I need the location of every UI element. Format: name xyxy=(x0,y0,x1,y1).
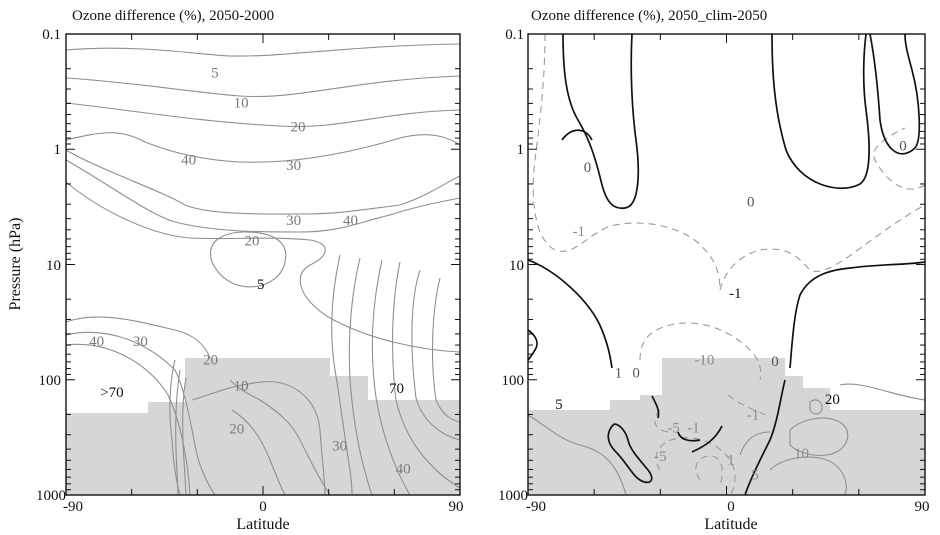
contour-label: 5 xyxy=(751,468,759,484)
tropopause-shading xyxy=(66,358,460,495)
right-ytick-1: 1 xyxy=(517,142,525,158)
contour-label: 40 xyxy=(89,334,104,350)
left-ytick-3: 100 xyxy=(39,373,62,389)
left-ytick-1: 1 xyxy=(54,142,62,158)
contour-label: 10 xyxy=(234,379,249,395)
left-ytick-4: 1000 xyxy=(36,488,66,504)
left-panel: Ozone difference (%), 2050-2000 xyxy=(7,8,464,533)
contour-label: -10 xyxy=(694,352,714,368)
right-panel-title: Ozone difference (%), 2050_clim-2050 xyxy=(531,8,767,24)
contour-label: -5 xyxy=(654,449,667,465)
contour-label: 40 xyxy=(343,213,358,229)
contour-label: 30 xyxy=(133,334,148,350)
left-ytick-0: 0.1 xyxy=(42,27,61,43)
contour-label: -5 xyxy=(667,421,680,437)
contour-label: 40 xyxy=(181,152,196,168)
right-ytick-4: 1000 xyxy=(498,488,528,504)
contour-label: 20 xyxy=(291,120,306,136)
contour-label: 0 xyxy=(747,195,755,211)
contour-label: 20 xyxy=(245,233,260,249)
contour-label: 5 xyxy=(257,277,265,293)
right-xtick-2: 90 xyxy=(915,499,930,515)
right-xtick-0: -90 xyxy=(526,499,546,515)
contour-label: 20 xyxy=(825,392,840,408)
contour-label: 70 xyxy=(389,381,404,397)
contour-label: 40 xyxy=(396,461,411,477)
left-xtick-0: -90 xyxy=(63,499,83,515)
right-ytick-3: 100 xyxy=(502,373,525,389)
contour-label: 30 xyxy=(286,158,301,174)
contour-label: 30 xyxy=(332,439,347,455)
left-contour-lines xyxy=(65,43,461,496)
contour-label: 1 xyxy=(615,365,623,381)
right-xaxis-label: Latitude xyxy=(704,516,757,533)
left-axis-ticks xyxy=(65,33,461,495)
left-ytick-2: 10 xyxy=(46,258,61,274)
contour-label: 0 xyxy=(771,354,779,370)
contour-label: -1 xyxy=(687,421,700,437)
contour-label: 0 xyxy=(899,139,907,155)
right-xtick-1: 0 xyxy=(727,499,735,515)
left-xtick-2: 90 xyxy=(449,499,464,515)
right-axis-ticks xyxy=(527,33,926,495)
contour-label: 20 xyxy=(229,421,244,437)
contour-label: -1 xyxy=(747,408,760,424)
tropopause-shading xyxy=(528,358,925,495)
contour-label: 5 xyxy=(211,65,219,81)
right-positive-contours xyxy=(527,383,926,496)
left-xaxis-label: Latitude xyxy=(236,516,289,533)
left-xtick-1: 0 xyxy=(259,499,267,515)
right-zero-contours xyxy=(527,33,926,496)
contour-label: 20 xyxy=(203,352,218,368)
right-panel: Ozone difference (%), 2050_clim-2050 xyxy=(498,8,930,533)
contour-label: 10 xyxy=(234,95,249,111)
left-contour-labels: 5 10 20 30 40 30 40 20 5 40 30 20 >70 10 70 20 30 40 xyxy=(89,65,411,477)
contour-label: -1 xyxy=(729,286,742,302)
contour-label: 0 xyxy=(632,365,640,381)
left-yaxis-label: Pressure (hPa) xyxy=(7,218,24,311)
right-contour-labels: 000-1-1-101 005 20-1-5 -110-5 15 xyxy=(555,139,907,484)
left-panel-title: Ozone difference (%), 2050-2000 xyxy=(72,8,274,24)
contour-label: 5 xyxy=(555,397,563,413)
contour-label: 10 xyxy=(794,446,809,462)
right-ytick-0: 0.1 xyxy=(505,27,524,43)
contour-label: >70 xyxy=(100,385,123,401)
right-ytick-2: 10 xyxy=(509,258,524,274)
contour-label: 0 xyxy=(584,160,592,176)
contour-label: -1 xyxy=(572,224,585,240)
contour-label: 30 xyxy=(286,213,301,229)
contour-label: 1 xyxy=(727,452,735,468)
